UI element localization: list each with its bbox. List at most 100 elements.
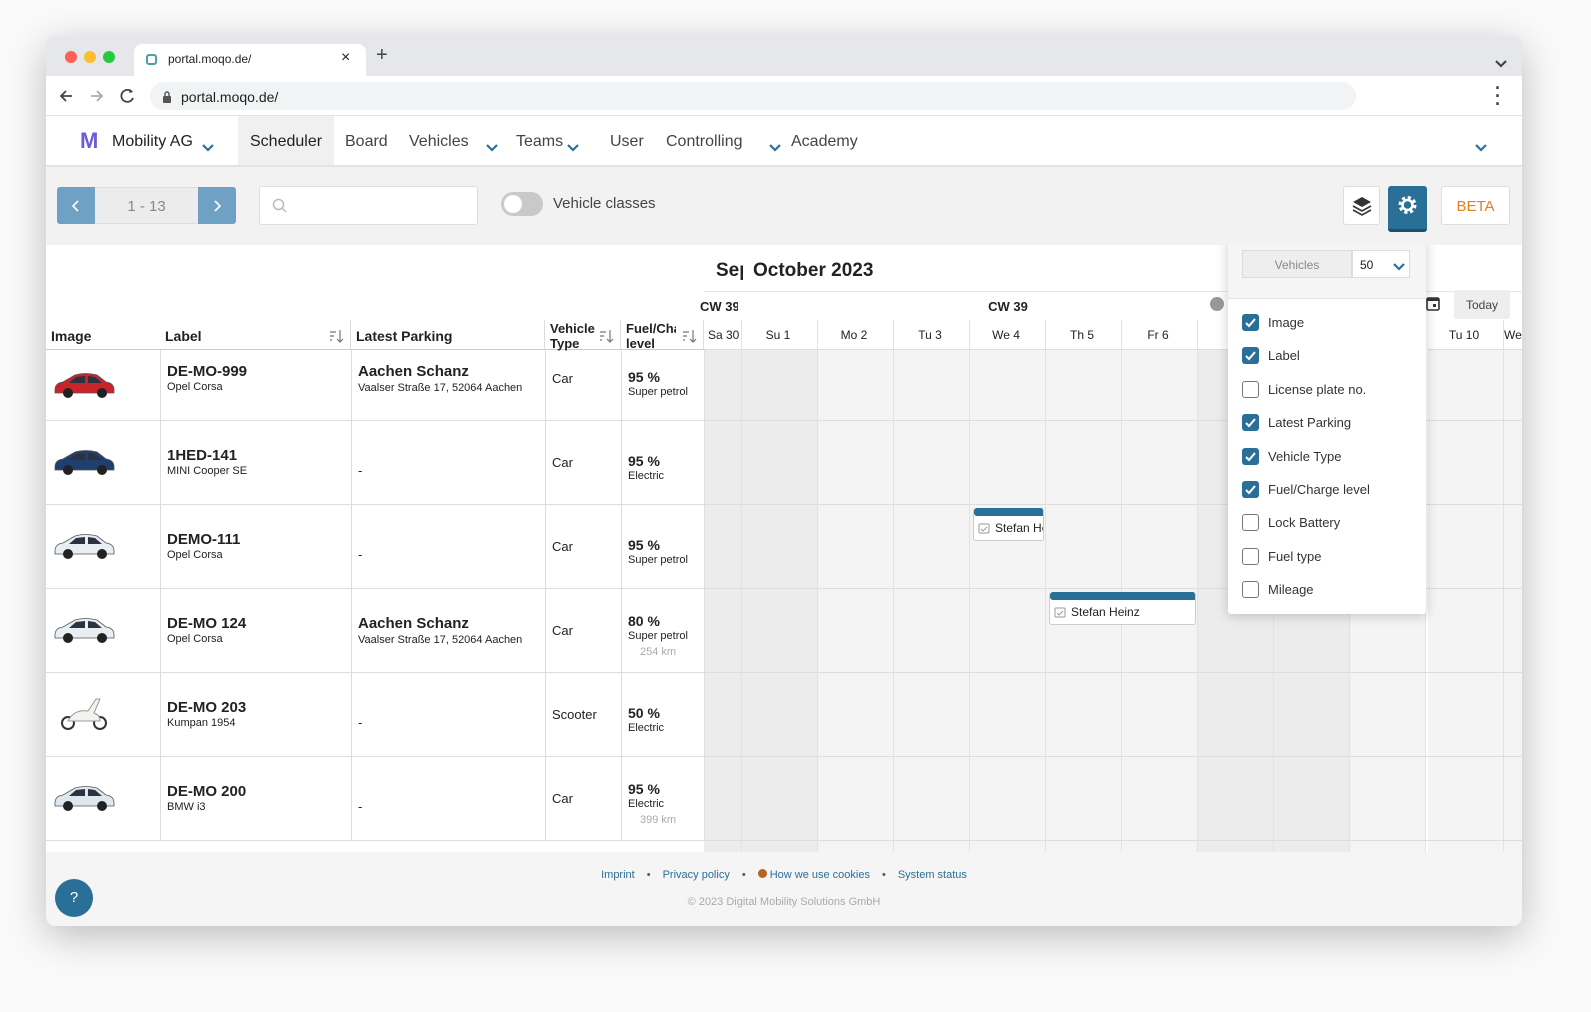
checkbox[interactable] (1242, 481, 1259, 498)
checkbox[interactable] (1242, 414, 1259, 432)
beta-button[interactable]: BETA (1441, 186, 1510, 225)
toolbar: 1 - 13 Vehicle classes BETA (46, 167, 1522, 245)
cell-divider (351, 421, 352, 505)
booking[interactable]: Stefan Heinz (1049, 592, 1196, 625)
footer-link[interactable]: Privacy policy (662, 869, 730, 881)
checkbox[interactable] (1242, 347, 1259, 365)
checkbox[interactable] (1242, 581, 1259, 599)
zoom-out[interactable] (1210, 297, 1224, 311)
vehicle-row[interactable]: DE-MO 203 Kumpan 1954 - Scooter 50 % Electric (46, 673, 1522, 757)
tab-close[interactable]: × (341, 49, 351, 66)
day-column (704, 350, 742, 852)
cell-divider (621, 421, 622, 505)
next-page[interactable] (198, 187, 236, 224)
column-title: Label (165, 329, 202, 344)
window-control[interactable] (103, 51, 115, 63)
footer-link[interactable]: How we use cookies (769, 869, 870, 881)
url-field[interactable]: portal.moqo.de/ (150, 82, 1356, 110)
vehicle-label: 1HED-141 (167, 447, 238, 464)
browser-menu[interactable]: · · · (1495, 78, 1501, 114)
nav-item[interactable]: Teams (504, 116, 579, 165)
column-title: Image (51, 329, 92, 344)
fuel-level: 95 % (628, 369, 660, 385)
day-column (742, 350, 818, 852)
nav-item[interactable]: Academy (779, 116, 870, 165)
address-bar: portal.moqo.de/ · · · (46, 76, 1522, 116)
option-label: Fuel type (1268, 548, 1322, 564)
vehicle-row[interactable]: DEMO-111 Opel Corsa - Car 95 % Super petrol St… (46, 505, 1522, 589)
chevron (1475, 139, 1487, 152)
footer-link[interactable]: Imprint (601, 869, 635, 881)
option-label: Latest Parking (1268, 415, 1352, 431)
cell-divider (704, 673, 705, 757)
nav-buttons[interactable] (58, 86, 138, 106)
brand[interactable]: Mobility AG (112, 133, 193, 150)
cell-divider (160, 757, 161, 841)
toggle-knob (504, 195, 522, 213)
fuel-type: Super petrol (628, 554, 688, 566)
cell-divider (621, 673, 622, 757)
window-control[interactable] (65, 51, 77, 63)
nav-item[interactable]: Vehicles (397, 116, 498, 165)
vehicle-type: Car (552, 455, 573, 470)
nav-item[interactable]: Controlling (654, 116, 781, 165)
browser-window: portal.moqo.de/ × + portal.moqo.de/ · · · M Mobi… (46, 36, 1522, 926)
day-header-cell (742, 320, 818, 350)
cell-divider (545, 505, 546, 589)
count-select[interactable]: 50 (1352, 250, 1410, 278)
vehicle-label: DE-MO 200 (167, 783, 247, 800)
vehicle-row[interactable]: DE-MO 124 Opel Corsa Aachen Schanz Vaalser … (46, 589, 1522, 673)
date-picker[interactable] (1426, 296, 1440, 311)
beta-label: BETA (1456, 198, 1495, 215)
view-label: Vehicles (1274, 258, 1320, 272)
day-column (818, 350, 894, 852)
vehicle-model: MINI Cooper SE (167, 465, 248, 477)
sort-button[interactable] (682, 329, 698, 343)
layers-button[interactable] (1343, 186, 1380, 225)
help-button[interactable]: ? (55, 879, 93, 917)
cell-divider (545, 673, 546, 757)
sort-button[interactable] (599, 329, 615, 343)
vehicle-type: Scooter (552, 707, 597, 722)
checkbox[interactable] (1242, 314, 1259, 331)
nav-item[interactable]: Scheduler (238, 116, 335, 165)
vehicle-row[interactable]: DE-MO-999 Opel Corsa Aachen Schanz Vaalser … (46, 350, 1522, 421)
vehicle-type: Car (552, 371, 573, 386)
toggle[interactable] (501, 192, 543, 216)
tab[interactable]: portal.moqo.de/ × (134, 44, 366, 76)
column-header (351, 320, 545, 350)
search-field[interactable] (259, 186, 478, 225)
checkbox[interactable] (1242, 547, 1259, 565)
vehicle-row[interactable]: 1HED-141 MINI Cooper SE - Car 95 % Electric (46, 421, 1522, 505)
booking[interactable]: Stefan Heinz (973, 508, 1044, 541)
new-tab[interactable]: + (376, 44, 388, 66)
nav-item[interactable]: User (598, 116, 656, 165)
window-control[interactable] (84, 51, 96, 63)
cell-divider (545, 350, 546, 421)
vehicle-label: DEMO-111 (167, 531, 241, 548)
nav-item[interactable]: Board (333, 116, 400, 165)
footer-link[interactable]: System status (897, 869, 967, 881)
view-select[interactable]: Vehicles (1242, 250, 1352, 278)
vehicle-row[interactable]: DE-MO 200 BMW i3 - Car 95 % Electric 399 km (46, 757, 1522, 841)
column-settings-popup: Vehicles 50 Image Label License plate no. Lat… (1228, 245, 1426, 614)
sort-button[interactable] (329, 329, 345, 343)
cell-divider (704, 505, 705, 589)
vehicle-model: BMW i3 (167, 801, 206, 813)
vehicle-model: Opel Corsa (167, 381, 223, 393)
day-column (894, 350, 970, 852)
settings-button[interactable] (1388, 186, 1427, 232)
fuel-type: Electric (628, 470, 665, 482)
separator: • (881, 869, 886, 881)
checkbox[interactable] (1242, 447, 1259, 465)
checkbox[interactable] (1242, 514, 1259, 532)
checkbox[interactable] (1242, 380, 1259, 398)
column-title: Latest Parking (356, 329, 453, 344)
prev-page[interactable] (57, 187, 95, 224)
cell-divider (351, 350, 352, 421)
today-button[interactable]: Today (1454, 290, 1510, 319)
chevron (567, 139, 579, 152)
chevron (1393, 260, 1405, 271)
day-column (970, 350, 1046, 852)
booking-bar (974, 508, 1043, 516)
